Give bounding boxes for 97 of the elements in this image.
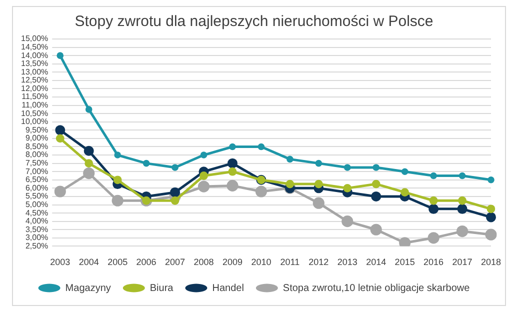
point [488,176,494,184]
point [485,228,497,240]
point [198,180,210,192]
point [343,184,352,192]
x-tick-label: 2011 [280,257,300,268]
point [458,172,466,180]
legend-label: Stopa zwrotu,10 letnie obligacje skarbowe [282,282,470,294]
point [56,134,64,143]
point [113,176,122,184]
y-tick-label: 9,00% [25,134,48,143]
x-tick-label: 2008 [194,257,214,268]
point [84,146,94,156]
point [428,232,440,244]
point [400,188,410,197]
x-tick-label: 2017 [452,257,472,268]
point [428,204,439,214]
y-tick-label: 8,50% [25,142,48,151]
point [486,204,496,214]
point [200,152,208,158]
y-tick-label: 3,50% [25,224,48,234]
point [456,225,468,238]
y-tick-label: 15,00% [20,34,48,44]
y-tick-label: 14,50% [20,42,48,52]
chart-title: Stopy zwrotu dla najlepszych nieruchomości w Polsce [74,13,434,30]
y-tick-label: 13,00% [20,67,48,76]
point [429,196,438,205]
point [172,164,178,171]
point [486,212,496,222]
y-tick-label: 4,50% [25,208,48,218]
x-tick-label: 2006 [136,257,156,268]
point [314,180,323,188]
point [344,164,351,171]
x-tick-label: 2007 [165,257,186,268]
point [54,186,66,198]
y-tick-label: 7,00% [25,166,48,176]
point [112,194,124,206]
y-tick-label: 11,00% [22,100,48,110]
x-tick-label: 2014 [366,257,386,268]
y-tick-label: 6,50% [25,175,48,184]
y-tick-label: 5,00% [25,200,48,209]
x-tick-label: 2012 [308,257,329,268]
point [312,197,324,209]
point [372,164,380,171]
y-tick-label: 12,50% [20,76,48,85]
y-tick-label: 2,50% [25,241,48,250]
point [56,52,64,59]
y-tick-label: 13,50% [20,59,48,68]
point [258,143,265,150]
y-tick-label: 12,00% [20,84,48,93]
point [458,196,466,205]
point [226,180,238,192]
x-tick-label: 2009 [222,257,242,268]
y-tick-label: 5,50% [25,192,48,201]
point [83,167,95,180]
legend-label: Magazyny [65,282,111,294]
legend-label: Biura [150,282,174,294]
point [315,160,322,167]
point [401,168,408,176]
point [286,180,294,188]
y-tick-label: 9,50% [25,125,48,134]
point [85,106,92,113]
point [229,143,236,150]
y-tick-label: 14,00% [20,50,48,60]
point [372,180,380,188]
y-tick-label: 3,00% [25,233,48,242]
point [255,186,268,198]
y-tick-label: 11,50% [22,92,48,102]
point [200,172,208,180]
y-tick-label: 10,00% [20,117,48,126]
y-tick-label: 6,00% [25,183,48,192]
point [170,187,180,198]
point [227,158,238,168]
y-tick-label: 8,00% [25,150,48,160]
x-tick-label: 2015 [394,257,415,268]
point [371,191,382,202]
point [228,167,237,176]
y-tick-label: 7,50% [25,158,48,168]
x-tick-label: 2018 [480,257,502,268]
legend-label: Handel [212,282,244,294]
point [457,204,468,214]
point [430,172,437,180]
point [142,160,150,167]
y-tick-label: 10,50% [20,108,48,118]
point [370,224,382,236]
x-tick-label: 2010 [251,257,272,268]
x-tick-label: 2005 [108,257,128,268]
point [114,152,121,158]
y-tick-label: 4,00% [25,216,48,226]
x-tick-label: 2013 [337,257,358,268]
point [342,216,354,228]
point [170,196,180,205]
point [55,125,66,136]
point [84,159,94,168]
point [286,156,294,163]
x-tick-label: 2016 [424,257,444,268]
x-tick-label: 2004 [78,257,99,268]
x-tick-label: 2003 [50,257,70,268]
